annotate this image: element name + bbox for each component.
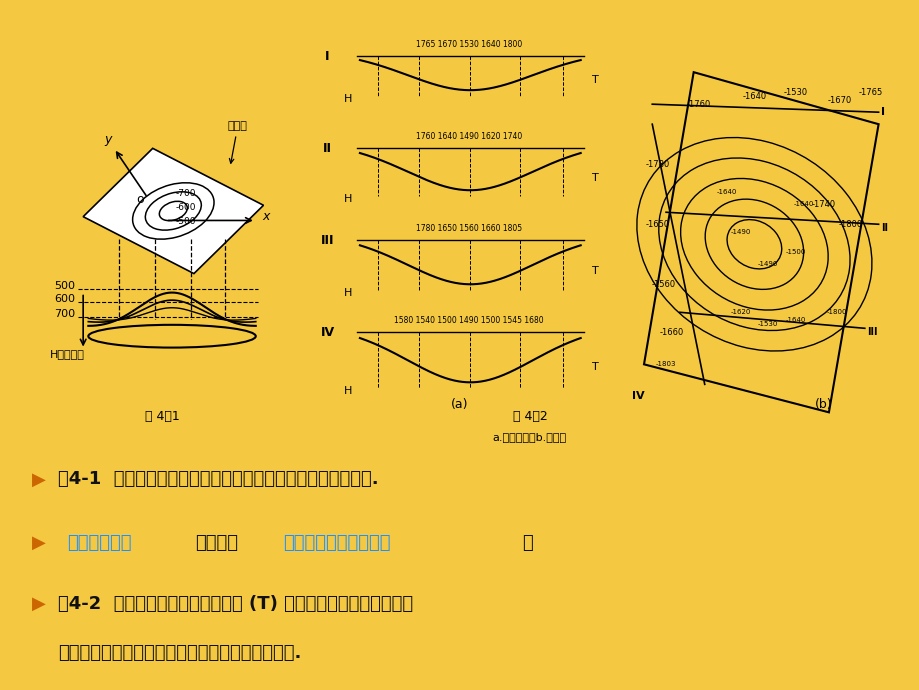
Text: -1500: -1500 [785, 249, 805, 255]
Text: -1780: -1780 [645, 159, 669, 169]
Text: a.深度剖面；b.构造图: a.深度剖面；b.构造图 [493, 432, 566, 442]
Text: 图4-1  是地下的一个穹隆构造和该构造顶面的等深图或构造图.: 图4-1 是地下的一个穹隆构造和该构造顶面的等深图或构造图. [58, 471, 379, 489]
Text: 图4-2  把四条剖面上的同一反射层 (T) 的深度，按一定间距展布在: 图4-2 把四条剖面上的同一反射层 (T) 的深度，按一定间距展布在 [58, 595, 413, 613]
Text: T: T [592, 266, 598, 276]
Text: -1760: -1760 [686, 99, 710, 109]
Text: -1560: -1560 [651, 279, 675, 289]
Text: 图 4－1: 图 4－1 [145, 410, 180, 423]
Text: H: H [344, 386, 352, 396]
Text: 该剖面的地下构造形态: 该剖面的地下构造形态 [283, 534, 391, 552]
Text: 500: 500 [54, 281, 75, 290]
Text: y: y [104, 132, 111, 146]
Text: -700: -700 [176, 189, 196, 199]
Text: 1780 1650 1560 1660 1805: 1780 1650 1560 1660 1805 [415, 224, 521, 233]
Text: IV: IV [631, 391, 644, 402]
Text: T: T [592, 75, 598, 85]
Text: II: II [323, 141, 332, 155]
Text: T: T [592, 172, 598, 183]
Text: x: x [262, 210, 269, 224]
Text: o: o [136, 193, 143, 206]
Text: (a): (a) [450, 398, 469, 411]
Text: 700: 700 [54, 309, 75, 319]
Polygon shape [83, 148, 263, 273]
Text: I: I [325, 50, 329, 63]
Text: -1530: -1530 [757, 322, 777, 327]
Text: T: T [592, 362, 598, 373]
Text: ▶: ▶ [31, 595, 45, 613]
Text: -1670: -1670 [827, 96, 851, 105]
Text: -1800: -1800 [838, 219, 862, 229]
Text: III: III [321, 234, 334, 247]
Text: 一条深度剖面: 一条深度剖面 [67, 534, 131, 552]
Text: 1765 1670 1530 1640 1800: 1765 1670 1530 1640 1800 [415, 40, 521, 49]
Text: -1765: -1765 [857, 88, 881, 97]
Text: ；: ； [521, 534, 532, 552]
Text: -1640: -1640 [716, 189, 736, 195]
Text: H（深度）: H（深度） [50, 349, 85, 359]
Text: -1530: -1530 [783, 88, 807, 97]
Text: 1760 1640 1490 1620 1740: 1760 1640 1490 1620 1740 [415, 132, 521, 141]
Text: -1803: -1803 [655, 362, 675, 367]
Text: 构造图: 构造图 [228, 121, 247, 164]
Text: ▶: ▶ [31, 534, 45, 552]
Text: H: H [344, 94, 352, 104]
Text: -1740: -1740 [811, 199, 834, 209]
Text: -1660: -1660 [659, 328, 683, 337]
Text: -1650: -1650 [645, 219, 669, 229]
Text: -600: -600 [176, 204, 196, 213]
Text: III: III [867, 327, 877, 337]
Text: -1800: -1800 [826, 309, 846, 315]
Text: (b): (b) [813, 398, 832, 411]
Text: -1640: -1640 [793, 201, 813, 207]
Text: H: H [344, 194, 352, 204]
Text: -1490: -1490 [757, 262, 777, 267]
Text: II: II [880, 224, 888, 233]
Text: H: H [344, 288, 352, 298]
Text: IV: IV [320, 326, 335, 339]
Text: -500: -500 [176, 217, 196, 226]
Text: 图 4－2: 图 4－2 [512, 410, 547, 423]
Text: ▶: ▶ [31, 471, 45, 489]
Text: 1580 1540 1500 1490 1500 1545 1680: 1580 1540 1500 1490 1500 1545 1680 [393, 316, 543, 325]
Text: 测线平面图上，然后绘出等深线，就得到了构造图.: 测线平面图上，然后绘出等深线，就得到了构造图. [58, 644, 301, 662]
Text: 只能表示: 只能表示 [195, 534, 238, 552]
Text: -1640: -1640 [742, 92, 766, 101]
Text: -1490: -1490 [730, 229, 750, 235]
Text: 600: 600 [54, 294, 75, 304]
Text: -1640: -1640 [785, 317, 805, 324]
Text: I: I [880, 107, 884, 117]
Text: -1620: -1620 [730, 309, 750, 315]
